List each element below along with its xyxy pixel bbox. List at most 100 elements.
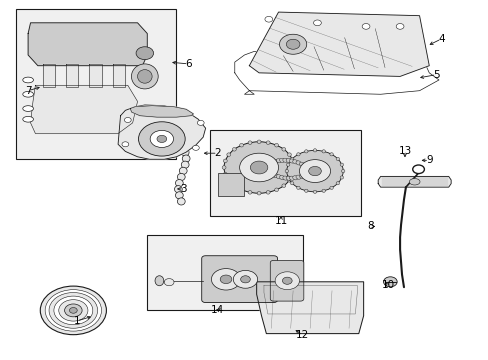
Ellipse shape [302, 164, 307, 168]
Ellipse shape [287, 153, 291, 157]
Polygon shape [118, 105, 205, 159]
Polygon shape [113, 64, 124, 87]
Ellipse shape [239, 143, 243, 147]
Circle shape [192, 145, 199, 150]
Ellipse shape [313, 149, 316, 152]
Ellipse shape [295, 161, 301, 165]
Ellipse shape [312, 169, 317, 173]
Circle shape [122, 142, 128, 147]
Ellipse shape [239, 188, 243, 192]
Ellipse shape [335, 182, 339, 185]
Ellipse shape [281, 184, 285, 188]
Ellipse shape [265, 190, 269, 194]
Circle shape [239, 153, 278, 182]
Ellipse shape [302, 173, 307, 177]
Ellipse shape [329, 186, 333, 189]
Circle shape [299, 159, 330, 183]
Ellipse shape [305, 165, 310, 170]
Ellipse shape [285, 176, 291, 180]
Circle shape [124, 117, 131, 122]
Text: 3: 3 [180, 184, 186, 194]
Polygon shape [130, 106, 193, 117]
Ellipse shape [263, 169, 268, 173]
Ellipse shape [289, 176, 294, 180]
Ellipse shape [266, 171, 271, 175]
Ellipse shape [340, 163, 343, 166]
Circle shape [49, 293, 98, 328]
Ellipse shape [223, 159, 227, 163]
Ellipse shape [299, 162, 304, 166]
Ellipse shape [175, 180, 183, 186]
Ellipse shape [222, 166, 225, 169]
Circle shape [275, 272, 299, 290]
Ellipse shape [137, 69, 152, 83]
Circle shape [136, 47, 153, 60]
Polygon shape [249, 12, 428, 76]
Polygon shape [28, 23, 147, 66]
Ellipse shape [180, 112, 187, 119]
Ellipse shape [276, 175, 281, 179]
Ellipse shape [177, 174, 185, 180]
Text: 13: 13 [398, 147, 411, 157]
Ellipse shape [279, 175, 284, 180]
Ellipse shape [266, 161, 271, 166]
Ellipse shape [177, 198, 185, 205]
Ellipse shape [223, 172, 227, 176]
Ellipse shape [290, 172, 294, 176]
Circle shape [395, 23, 403, 29]
Circle shape [69, 307, 77, 313]
Ellipse shape [23, 116, 33, 122]
Circle shape [250, 161, 267, 174]
Circle shape [383, 277, 396, 287]
Ellipse shape [176, 130, 184, 138]
Circle shape [233, 270, 257, 288]
Circle shape [308, 166, 321, 176]
Ellipse shape [265, 141, 269, 144]
Ellipse shape [177, 137, 185, 144]
Circle shape [286, 39, 299, 49]
Ellipse shape [281, 148, 285, 151]
Ellipse shape [329, 153, 333, 156]
Text: 10: 10 [381, 280, 394, 291]
Ellipse shape [269, 172, 274, 176]
Ellipse shape [274, 143, 278, 147]
Circle shape [157, 135, 166, 143]
Circle shape [164, 279, 174, 286]
Ellipse shape [257, 140, 261, 144]
Ellipse shape [257, 192, 261, 195]
Ellipse shape [263, 163, 268, 167]
Ellipse shape [274, 188, 278, 192]
Ellipse shape [282, 158, 287, 162]
Ellipse shape [269, 160, 274, 165]
Ellipse shape [23, 77, 33, 83]
Ellipse shape [272, 159, 278, 163]
Polygon shape [30, 85, 137, 134]
Ellipse shape [292, 176, 297, 180]
Ellipse shape [155, 276, 163, 286]
Circle shape [211, 269, 240, 290]
Polygon shape [256, 282, 363, 334]
Ellipse shape [131, 64, 158, 89]
Text: 8: 8 [367, 221, 373, 231]
FancyBboxPatch shape [270, 260, 303, 301]
Ellipse shape [287, 179, 291, 182]
Ellipse shape [292, 160, 297, 164]
Ellipse shape [286, 163, 289, 166]
Ellipse shape [304, 189, 307, 192]
Ellipse shape [304, 150, 307, 153]
Ellipse shape [308, 167, 314, 171]
Ellipse shape [308, 170, 314, 175]
Text: 6: 6 [185, 59, 191, 69]
Bar [210, 130, 361, 216]
Ellipse shape [340, 176, 343, 179]
Ellipse shape [322, 150, 325, 153]
Ellipse shape [335, 157, 339, 161]
Ellipse shape [259, 164, 264, 168]
Circle shape [150, 130, 173, 148]
Ellipse shape [174, 186, 182, 193]
Ellipse shape [175, 192, 183, 199]
Ellipse shape [279, 158, 284, 162]
Ellipse shape [178, 118, 186, 125]
Ellipse shape [291, 166, 295, 169]
Polygon shape [234, 51, 438, 94]
